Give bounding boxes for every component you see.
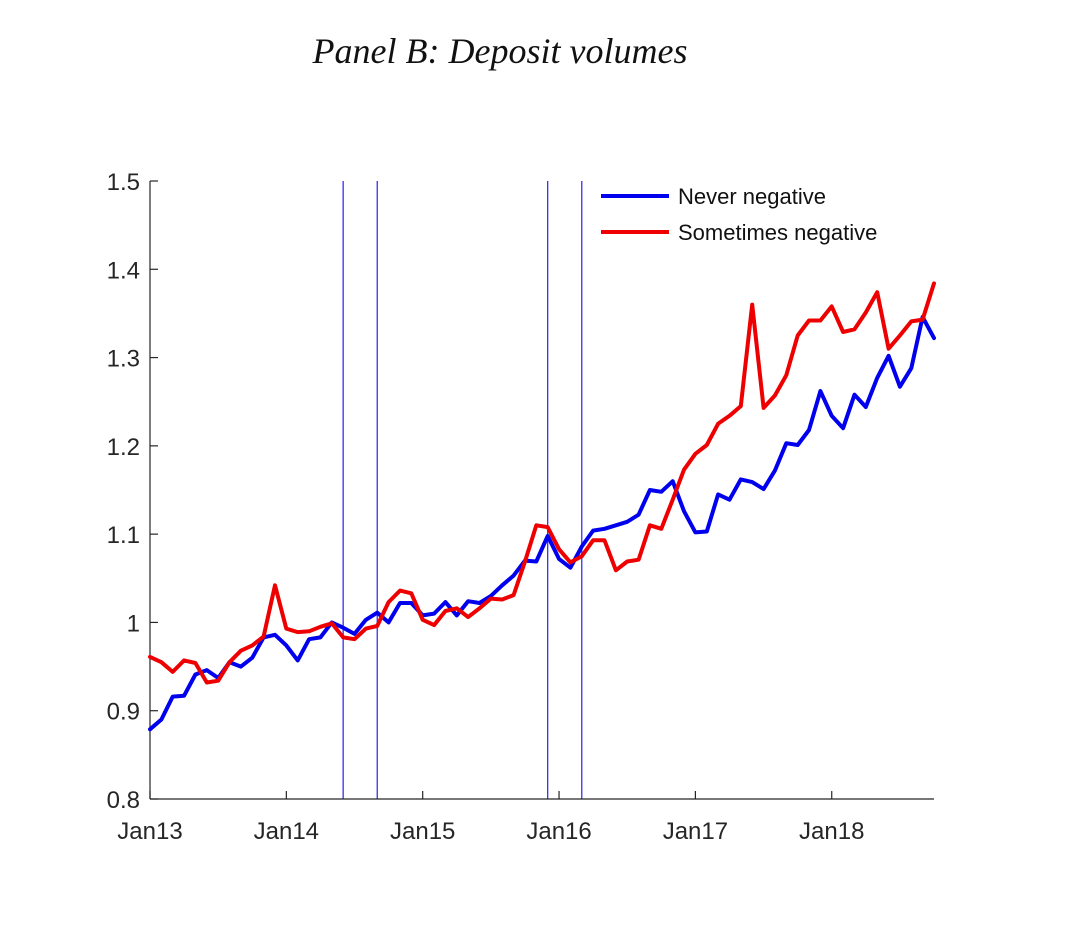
x-tick-label-5: Jan18 — [799, 818, 864, 845]
y-tick-label-6: 1.4 — [107, 257, 140, 284]
x-tick-label-2: Jan15 — [390, 818, 455, 845]
legend-label-1: Never negative — [678, 184, 826, 209]
series-line-sometimes-negative — [148, 281, 936, 685]
legend-label-2: Sometimes negative — [678, 220, 877, 245]
x-tick-label-1: Jan14 — [254, 818, 319, 845]
y-tick-label-7: 1.5 — [107, 169, 140, 196]
y-tick-label-3: 1.1 — [107, 522, 140, 549]
chart-title: Panel B: Deposit volumes — [312, 31, 688, 71]
x-tick-label-0: Jan13 — [117, 818, 182, 845]
series-line-never-negative — [148, 315, 936, 732]
x-tick-label-4: Jan17 — [663, 818, 728, 845]
y-tick-label-5: 1.3 — [107, 346, 140, 373]
y-tick-label-4: 1.2 — [107, 434, 140, 461]
y-tick-label-2: 1 — [127, 610, 140, 637]
y-tick-label-0: 0.8 — [107, 787, 140, 814]
y-tick-label-1: 0.9 — [107, 699, 140, 726]
x-tick-label-3: Jan16 — [526, 818, 591, 845]
